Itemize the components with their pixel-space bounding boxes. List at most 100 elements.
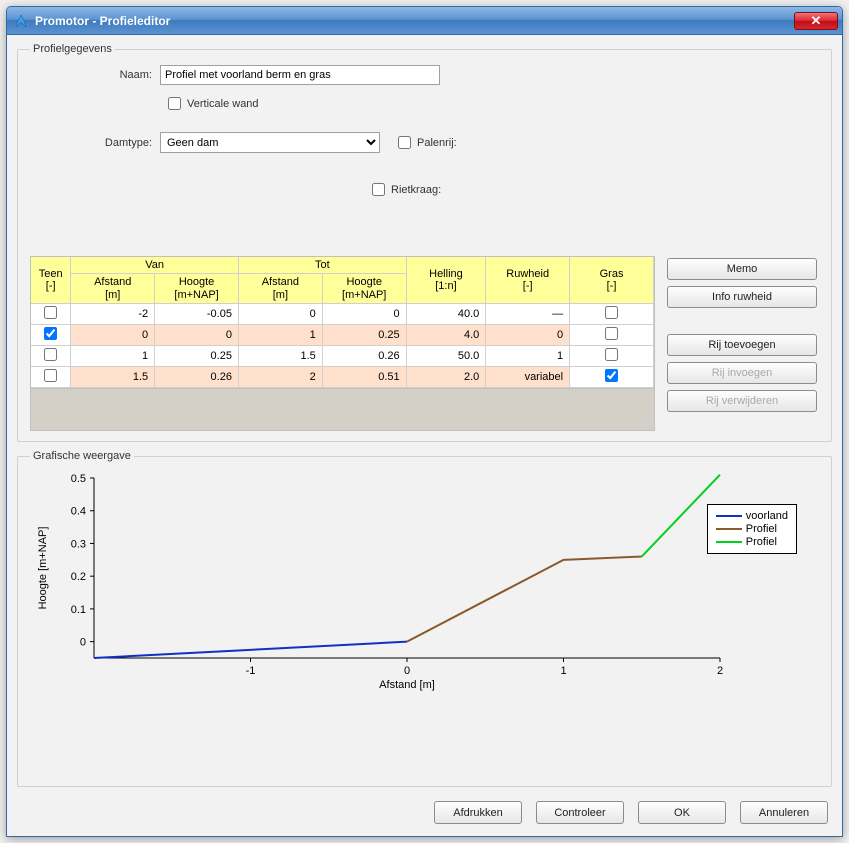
legend-item: Profiel <box>716 523 788 535</box>
verticale-wand-checkbox[interactable] <box>168 97 181 110</box>
legend-label: Profiel <box>746 523 777 535</box>
cell[interactable]: 0.26 <box>322 346 406 367</box>
cell[interactable]: 0.25 <box>155 346 239 367</box>
damtype-label: Damtype: <box>30 137 160 149</box>
cell[interactable]: 1 <box>486 346 570 367</box>
grafische-weergave-legend: Grafische weergave <box>30 450 134 462</box>
annuleren-button[interactable]: Annuleren <box>740 801 828 824</box>
cell[interactable]: 40.0 <box>406 304 486 325</box>
cell[interactable]: -0.05 <box>155 304 239 325</box>
svg-text:0.1: 0.1 <box>71 604 86 616</box>
cell[interactable]: 1 <box>71 346 155 367</box>
cell[interactable]: 2 <box>238 367 322 388</box>
table-row[interactable]: -2-0.050040.0— <box>31 304 654 325</box>
col-subheader: Afstand[m] <box>238 274 322 304</box>
cell[interactable]: 4.0 <box>406 325 486 346</box>
cell[interactable]: 0 <box>322 304 406 325</box>
col-teen: Teen[-] <box>31 257 71 304</box>
gras-checkbox[interactable] <box>605 327 618 340</box>
legend-swatch <box>716 528 742 530</box>
cell[interactable]: 0 <box>238 304 322 325</box>
teen-checkbox[interactable] <box>44 327 57 340</box>
controleer-button[interactable]: Controleer <box>536 801 624 824</box>
naam-input[interactable] <box>160 65 440 85</box>
svg-text:0.5: 0.5 <box>71 473 86 485</box>
cell[interactable]: 1 <box>238 325 322 346</box>
rij-toevoegen-button[interactable]: Rij toevoegen <box>667 334 817 356</box>
cell[interactable]: 0.51 <box>322 367 406 388</box>
ok-button[interactable]: OK <box>638 801 726 824</box>
legend-item: Profiel <box>716 536 788 548</box>
profile-chart: 00.10.20.30.40.5-1012Afstand [m]Hoogte [… <box>30 472 730 692</box>
svg-text:Hoogte [m+NAP]: Hoogte [m+NAP] <box>37 527 49 610</box>
info-ruwheid-button[interactable]: Info ruwheid <box>667 286 817 308</box>
legend-swatch <box>716 515 742 517</box>
cell[interactable]: variabel <box>486 367 570 388</box>
col-subheader: Afstand[m] <box>71 274 155 304</box>
cell[interactable]: 0.26 <box>155 367 239 388</box>
svg-text:0: 0 <box>80 637 86 649</box>
gras-checkbox[interactable] <box>605 348 618 361</box>
profieleditor-window: Promotor - Profieleditor ✕ Profielgegeve… <box>6 6 843 837</box>
svg-text:0.4: 0.4 <box>71 506 86 518</box>
rietkraag-checkbox[interactable] <box>372 183 385 196</box>
svg-text:0.3: 0.3 <box>71 539 86 551</box>
cell[interactable]: 50.0 <box>406 346 486 367</box>
table-gutter <box>31 388 654 430</box>
col-header: Helling[1:n] <box>406 257 486 304</box>
legend-label: Profiel <box>746 536 777 548</box>
cell[interactable]: — <box>486 304 570 325</box>
table-row[interactable]: 1.50.2620.512.0variabel <box>31 367 654 388</box>
chart-area: 00.10.20.30.40.5-1012Afstand [m]Hoogte [… <box>30 472 819 710</box>
rij-verwijderen-button[interactable]: Rij verwijderen <box>667 390 817 412</box>
table-row[interactable]: 0010.254.00 <box>31 325 654 346</box>
damtype-select[interactable]: Geen dam <box>160 132 380 153</box>
legend-label: voorland <box>746 510 788 522</box>
legend-item: voorland <box>716 510 788 522</box>
chart-legend: voorlandProfielProfiel <box>707 504 797 554</box>
col-van: Van <box>71 257 239 274</box>
svg-text:Afstand [m]: Afstand [m] <box>379 679 435 691</box>
cell[interactable]: 1.5 <box>238 346 322 367</box>
window-title: Promotor - Profieleditor <box>35 14 170 28</box>
profielgegevens-group: Profielgegevens Naam: Verticale wand Dam… <box>17 43 832 442</box>
profile-table-container: Teen[-]VanTotHelling[1:n]Ruwheid[-]Gras[… <box>30 256 655 431</box>
svg-text:-1: -1 <box>246 665 256 677</box>
rij-invoegen-button[interactable]: Rij invoegen <box>667 362 817 384</box>
memo-button[interactable]: Memo <box>667 258 817 280</box>
gras-checkbox[interactable] <box>605 306 618 319</box>
profile-table[interactable]: Teen[-]VanTotHelling[1:n]Ruwheid[-]Gras[… <box>31 257 654 388</box>
teen-checkbox[interactable] <box>44 348 57 361</box>
close-button[interactable]: ✕ <box>794 12 838 30</box>
col-header: Gras[-] <box>570 257 654 304</box>
cell[interactable]: 2.0 <box>406 367 486 388</box>
teen-checkbox[interactable] <box>44 369 57 382</box>
profielgegevens-legend: Profielgegevens <box>30 43 115 55</box>
col-tot: Tot <box>238 257 406 274</box>
cell[interactable]: 0 <box>71 325 155 346</box>
col-subheader: Hoogte[m+NAP] <box>155 274 239 304</box>
cell[interactable]: 0 <box>155 325 239 346</box>
naam-label: Naam: <box>30 69 160 81</box>
palenrij-checkbox[interactable] <box>398 136 411 149</box>
cell[interactable]: 1.5 <box>71 367 155 388</box>
cell[interactable]: 0 <box>486 325 570 346</box>
cell[interactable]: -2 <box>71 304 155 325</box>
grafische-weergave-group: Grafische weergave 00.10.20.30.40.5-1012… <box>17 450 832 787</box>
titlebar[interactable]: Promotor - Profieleditor ✕ <box>7 7 842 35</box>
col-header: Ruwheid[-] <box>486 257 570 304</box>
palenrij-label: Palenrij: <box>411 137 457 149</box>
close-icon: ✕ <box>811 13 822 29</box>
cell[interactable]: 0.25 <box>322 325 406 346</box>
teen-checkbox[interactable] <box>44 306 57 319</box>
app-icon <box>13 13 29 29</box>
svg-text:2: 2 <box>717 665 723 677</box>
gras-checkbox[interactable] <box>605 369 618 382</box>
afdrukken-button[interactable]: Afdrukken <box>434 801 522 824</box>
dialog-buttons: Afdrukken Controleer OK Annuleren <box>17 795 832 826</box>
side-buttons: Memo Info ruwheid Rij toevoegen Rij invo… <box>667 256 819 412</box>
legend-swatch <box>716 541 742 543</box>
svg-text:0.2: 0.2 <box>71 571 86 583</box>
table-row[interactable]: 10.251.50.2650.01 <box>31 346 654 367</box>
svg-text:1: 1 <box>560 665 566 677</box>
